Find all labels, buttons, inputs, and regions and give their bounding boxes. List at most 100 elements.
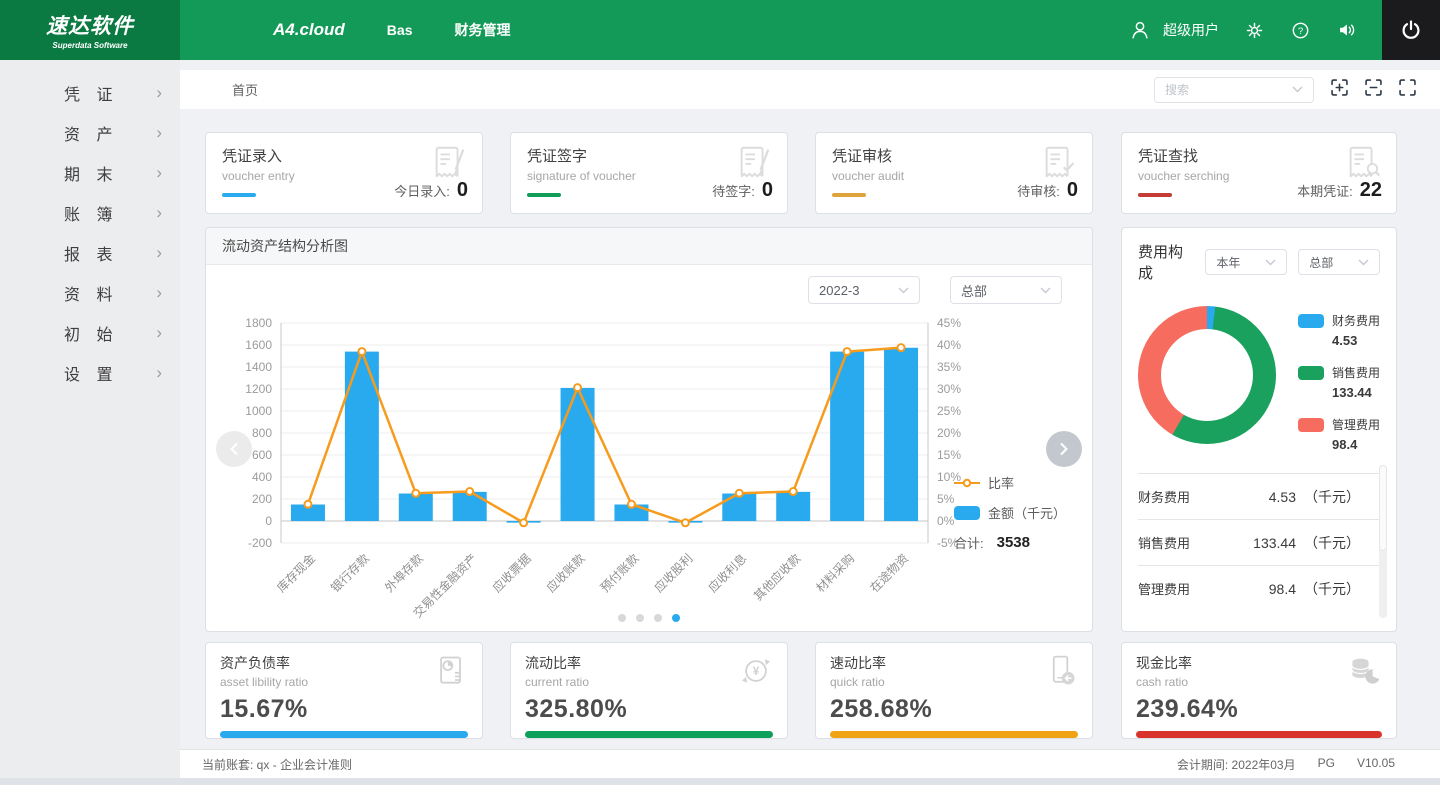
footer-code: PG	[1318, 756, 1335, 773]
main-content: 首页 搜索	[180, 60, 1440, 778]
card-voucher-entry[interactable]: 凭证录入 voucher entry 今日录入:0	[205, 132, 483, 214]
logo-title: 速达软件	[46, 10, 134, 40]
svg-text:¥: ¥	[753, 665, 760, 678]
list-item[interactable]: 财务费用 4.53（千元）	[1138, 473, 1380, 519]
chart-org-select[interactable]: 总部	[950, 276, 1062, 304]
scrollbar-thumb[interactable]	[1379, 465, 1387, 551]
mobile-transfer-icon	[1042, 653, 1080, 694]
current-account-set: 当前账套: qx - 企业会计准则	[202, 756, 352, 773]
sidebar-item-reports[interactable]: 报 表›	[0, 233, 180, 273]
fullscreen-icon[interactable]	[1399, 79, 1416, 101]
sidebar-item-voucher[interactable]: 凭 证›	[0, 73, 180, 113]
app-logo[interactable]: 速达软件 Superdata Software	[0, 0, 180, 60]
chevron-down-icon	[898, 287, 909, 294]
zoom-out-icon[interactable]	[1365, 79, 1382, 101]
scrollbar-track[interactable]	[1379, 465, 1387, 618]
user-menu[interactable]: 超级用户	[1129, 19, 1219, 41]
sidebar-item-settings[interactable]: 设 置›	[0, 353, 180, 393]
line-marker-icon	[954, 478, 980, 488]
card-current-ratio[interactable]: 流动比率 current ratio ¥ 325.80%	[510, 642, 788, 739]
header-actions: 超级用户 ?	[1129, 19, 1382, 41]
chevron-right-icon: ›	[156, 83, 162, 103]
sidebar-item-initial[interactable]: 初 始›	[0, 313, 180, 353]
legend-item-finance[interactable]: 财务费用4.53	[1298, 312, 1380, 348]
legend-chip	[1298, 314, 1324, 328]
expense-year-select[interactable]: 本年	[1205, 249, 1287, 275]
legend-item-sales[interactable]: 销售费用133.44	[1298, 364, 1380, 400]
sidebar-item-assets[interactable]: 资 产›	[0, 113, 180, 153]
legend-item-admin[interactable]: 管理费用98.4	[1298, 416, 1380, 452]
chevron-right-icon: ›	[156, 203, 162, 223]
nav-item-bas[interactable]: Bas	[387, 22, 413, 38]
list-item[interactable]: 管理费用 98.4（千元）	[1138, 565, 1380, 611]
chevron-right-icon: ›	[156, 123, 162, 143]
search-select[interactable]: 搜索	[1154, 77, 1314, 103]
svg-text:1400: 1400	[245, 360, 272, 374]
list-item[interactable]: 销售费用 133.44（千元）	[1138, 519, 1380, 565]
svg-text:应收票据: 应收票据	[489, 551, 534, 596]
card-asset-liability-ratio[interactable]: 资产负债率 asset libility ratio 15.67%	[205, 642, 483, 739]
ratio-value: 258.68%	[830, 695, 1078, 724]
sidebar-item-books[interactable]: 账 簿›	[0, 193, 180, 233]
svg-text:材料采购: 材料采购	[813, 551, 858, 596]
svg-text:预付账款: 预付账款	[598, 552, 642, 596]
expense-donut-chart[interactable]	[1138, 306, 1276, 444]
svg-text:800: 800	[252, 426, 272, 440]
chevron-right-icon: ›	[156, 283, 162, 303]
card-voucher-signature[interactable]: 凭证签字 signature of voucher 待签字:0	[510, 132, 788, 214]
breadcrumb-home-tab[interactable]: 首页	[232, 80, 258, 99]
svg-text:5%: 5%	[937, 492, 955, 506]
card-stat: 本期凭证:22	[1297, 179, 1382, 202]
sidebar-item-period-end[interactable]: 期 末›	[0, 153, 180, 193]
legend-chip	[1298, 366, 1324, 380]
search-placeholder: 搜索	[1165, 81, 1189, 98]
speaker-icon[interactable]	[1336, 19, 1358, 41]
settings-gear-icon[interactable]	[1244, 20, 1265, 41]
pagination-dot[interactable]	[654, 614, 662, 622]
svg-text:1200: 1200	[245, 382, 272, 396]
card-voucher-search[interactable]: 凭证查找 voucher serching 本期凭证:22	[1121, 132, 1397, 214]
card-cash-ratio[interactable]: 现金比率 cash ratio 239.64%	[1121, 642, 1397, 739]
app-window: 速达软件 Superdata Software A4.cloud Bas 财务管…	[0, 0, 1440, 785]
chevron-right-icon: ›	[156, 323, 162, 343]
svg-text:40%: 40%	[937, 338, 961, 352]
pagination-dot[interactable]	[636, 614, 644, 622]
help-icon[interactable]: ?	[1290, 20, 1311, 41]
flow-asset-panel: 流动资产结构分析图 2022-3 总部	[205, 227, 1093, 632]
accent-dash	[527, 193, 561, 197]
svg-text:在途物资: 在途物资	[867, 551, 912, 596]
accent-dash	[1138, 193, 1172, 197]
legend-total: 合计:3538	[954, 533, 1076, 552]
pagination-dot[interactable]	[618, 614, 626, 622]
nav-brand[interactable]: A4.cloud	[273, 20, 345, 40]
svg-text:30%: 30%	[937, 382, 961, 396]
card-voucher-audit[interactable]: 凭证审核 voucher audit 待审核:0	[815, 132, 1093, 214]
expense-org-select[interactable]: 总部	[1298, 249, 1380, 275]
user-name: 超级用户	[1163, 20, 1219, 40]
svg-text:200: 200	[252, 492, 272, 506]
zoom-in-icon[interactable]	[1331, 79, 1348, 101]
ratio-value: 15.67%	[220, 695, 468, 724]
svg-text:45%: 45%	[937, 316, 961, 330]
legend-amount[interactable]: 金额（千元）	[954, 503, 1076, 522]
card-quick-ratio[interactable]: 速动比率 quick ratio 258.68%	[815, 642, 1093, 739]
chart-pagination	[206, 614, 1092, 622]
expense-title: 费用构成	[1138, 241, 1192, 283]
nav-item-finance[interactable]: 财务管理	[454, 20, 510, 40]
sidebar: 凭 证› 资 产› 期 末› 账 簿› 报 表› 资 料› 初 始› 设 置›	[0, 60, 180, 778]
top-header: 速达软件 Superdata Software A4.cloud Bas 财务管…	[0, 0, 1440, 60]
svg-text:0%: 0%	[937, 514, 955, 528]
chart-period-select[interactable]: 2022-3	[808, 276, 920, 304]
svg-text:1600: 1600	[245, 338, 272, 352]
logout-power-button[interactable]	[1382, 0, 1440, 60]
svg-text:应收利息: 应收利息	[705, 551, 750, 596]
sidebar-item-data[interactable]: 资 料›	[0, 273, 180, 313]
report-pie-icon	[432, 653, 470, 694]
ratio-bar	[220, 731, 468, 738]
chevron-right-icon: ›	[156, 243, 162, 263]
card-stat: 待审核:0	[1017, 179, 1078, 202]
legend-ratio[interactable]: 比率	[954, 473, 1076, 492]
legend-chip	[1298, 418, 1324, 432]
pagination-dot[interactable]	[672, 614, 680, 622]
svg-text:-200: -200	[248, 536, 272, 550]
